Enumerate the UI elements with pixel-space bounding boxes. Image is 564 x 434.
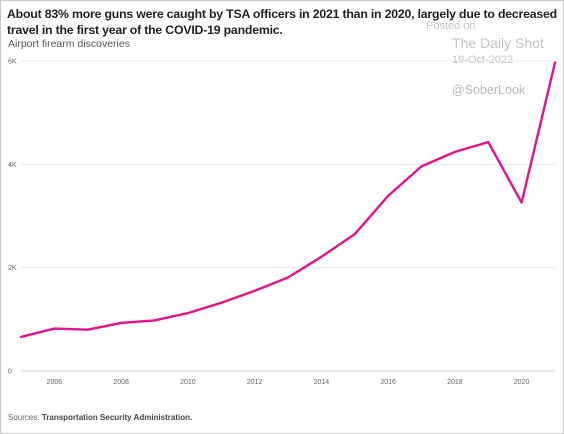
watermark-posted: Posted on	[426, 20, 476, 32]
source-note: Sources: Transportation Security Adminis…	[8, 413, 192, 422]
x-tick-label: 2008	[113, 379, 129, 386]
x-tick-label: 2016	[380, 379, 396, 386]
watermark-publication: The Daily Shot	[452, 35, 544, 51]
y-tick-label: 4K	[8, 162, 17, 169]
y-tick-label: 0	[8, 369, 12, 376]
x-tick-label: 2010	[180, 379, 196, 386]
series-line	[19, 61, 557, 339]
x-tick-label: 2020	[514, 379, 530, 386]
source-label: Sources:	[8, 413, 40, 422]
watermark-date: 19-Oct-2022	[452, 54, 514, 66]
source-text: Transportation Security Administration.	[41, 413, 193, 422]
chart-title: About 83% more guns were caught by TSA o…	[7, 7, 557, 37]
chart-subtitle: Airport firearm discoveries	[8, 38, 130, 50]
y-tick-label: 6K	[8, 59, 17, 66]
x-tick-label: 2006	[47, 379, 63, 386]
watermark-handle: @SoberLook	[452, 83, 526, 97]
x-tick-label: 2014	[314, 379, 330, 386]
x-tick-label: 2012	[247, 379, 263, 386]
y-tick-label: 2K	[8, 265, 17, 272]
x-tick-label: 2018	[447, 379, 463, 386]
